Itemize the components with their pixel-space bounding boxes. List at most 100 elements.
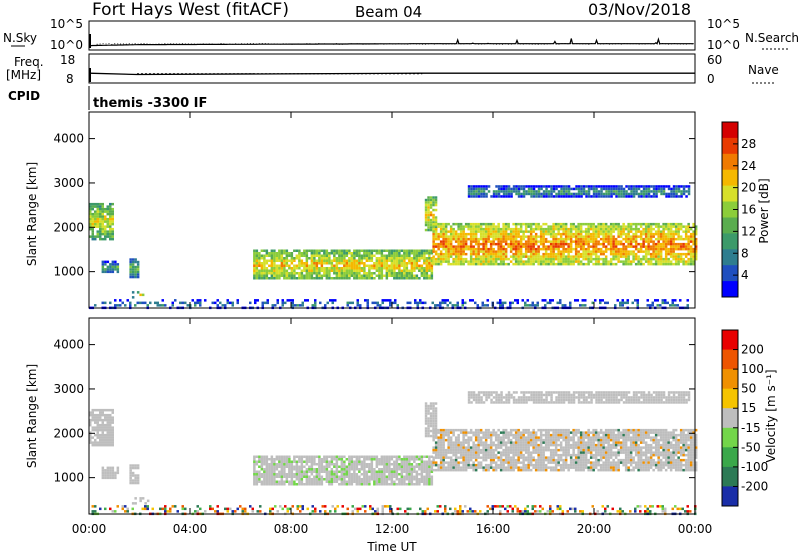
echo-cell xyxy=(482,232,485,236)
echo-cell xyxy=(667,185,671,188)
echo-cell xyxy=(428,465,431,468)
echo-cell xyxy=(509,438,513,442)
echo-cell xyxy=(625,185,628,188)
echo-cell xyxy=(604,301,607,305)
echo-cell xyxy=(425,249,429,252)
echo-cell xyxy=(499,240,503,243)
echo-cell xyxy=(482,257,485,261)
echo-cell xyxy=(418,252,421,255)
echo-cell xyxy=(492,230,495,233)
echo-cell xyxy=(444,235,448,238)
echo-cell xyxy=(574,299,577,302)
echo-cell xyxy=(94,220,97,223)
echo-cell xyxy=(544,463,548,467)
echo-cell xyxy=(642,255,645,258)
echo-cell xyxy=(350,458,354,461)
echo-cell xyxy=(408,274,411,277)
echo-cell xyxy=(662,247,665,251)
echo-cell xyxy=(477,187,481,191)
echo-cell xyxy=(474,240,478,243)
echo-cell xyxy=(101,441,104,444)
echo-cell xyxy=(444,428,448,432)
echo-cell xyxy=(423,478,426,481)
echo-cell xyxy=(494,252,498,256)
echo-cell xyxy=(390,475,394,478)
echo-cell xyxy=(442,463,445,467)
echo-cell xyxy=(265,274,269,277)
echo-cell xyxy=(494,463,498,467)
echo-cell xyxy=(667,262,670,266)
echo-cell xyxy=(423,465,426,468)
echo-cell xyxy=(89,207,92,211)
echo-cell xyxy=(589,252,593,256)
echo-cell xyxy=(677,195,681,198)
echo-cell xyxy=(363,262,366,265)
echo-cell xyxy=(358,470,361,473)
echo-cell xyxy=(253,470,256,473)
echo-cell xyxy=(607,242,610,246)
echo-cell xyxy=(520,192,523,196)
echo-cell xyxy=(600,185,603,188)
echo-cell xyxy=(441,299,444,302)
echo-cell xyxy=(403,257,406,260)
echo-cell xyxy=(335,455,339,458)
echo-cell xyxy=(604,245,608,248)
echo-cell xyxy=(444,451,448,454)
echo-cell xyxy=(432,438,435,442)
echo-cell xyxy=(330,252,334,255)
echo-cell xyxy=(300,259,304,262)
echo-cell xyxy=(139,499,142,503)
echo-cell xyxy=(439,451,443,454)
echo-cell xyxy=(492,255,495,258)
echo-cell xyxy=(447,448,450,452)
echo-cell xyxy=(579,240,583,243)
echo-cell xyxy=(275,272,279,275)
echo-cell xyxy=(687,247,690,251)
echo-cell xyxy=(355,455,359,458)
echo-cell xyxy=(109,408,112,412)
echo-cell xyxy=(527,242,530,246)
echo-cell xyxy=(270,468,274,471)
echo-cell xyxy=(378,475,381,478)
echo-cell xyxy=(457,436,460,439)
echo-cell xyxy=(427,424,430,428)
echo-cell xyxy=(685,190,688,193)
echo-cell xyxy=(99,235,102,238)
echo-cell xyxy=(439,262,443,266)
echo-cell xyxy=(607,190,611,193)
echo-cell xyxy=(439,461,443,464)
echo-cell xyxy=(358,249,361,252)
echo-cell xyxy=(258,475,261,478)
echo-cell xyxy=(388,483,391,486)
echo-cell xyxy=(689,255,693,258)
echo-cell xyxy=(378,473,381,476)
echo-cell xyxy=(263,475,266,478)
echo-cell xyxy=(642,237,645,241)
echo-cell xyxy=(338,257,341,260)
echo-cell xyxy=(340,483,344,486)
echo-cell xyxy=(363,475,366,478)
echo-cell xyxy=(659,255,663,258)
echo-cell xyxy=(522,242,525,246)
echo-cell xyxy=(514,232,518,236)
echo-cell xyxy=(677,245,680,248)
echo-cell xyxy=(472,433,475,437)
echo-cell xyxy=(662,190,666,193)
echo-cell xyxy=(509,458,513,462)
echo-cell xyxy=(664,237,668,241)
echo-cell xyxy=(482,468,485,472)
echo-cell xyxy=(462,466,465,469)
echo-cell xyxy=(101,230,104,233)
echo-cell xyxy=(370,478,374,481)
echo-cell xyxy=(484,451,488,454)
echo-cell xyxy=(353,470,356,473)
echo-cell xyxy=(424,409,428,413)
echo-cell xyxy=(457,260,460,263)
echo-cell xyxy=(328,483,331,486)
echo-cell xyxy=(270,455,274,458)
echo-cell xyxy=(519,262,523,266)
echo-cell xyxy=(258,262,261,265)
echo-cell xyxy=(679,245,683,248)
echo-cell xyxy=(577,190,581,193)
echo-cell xyxy=(430,465,434,468)
